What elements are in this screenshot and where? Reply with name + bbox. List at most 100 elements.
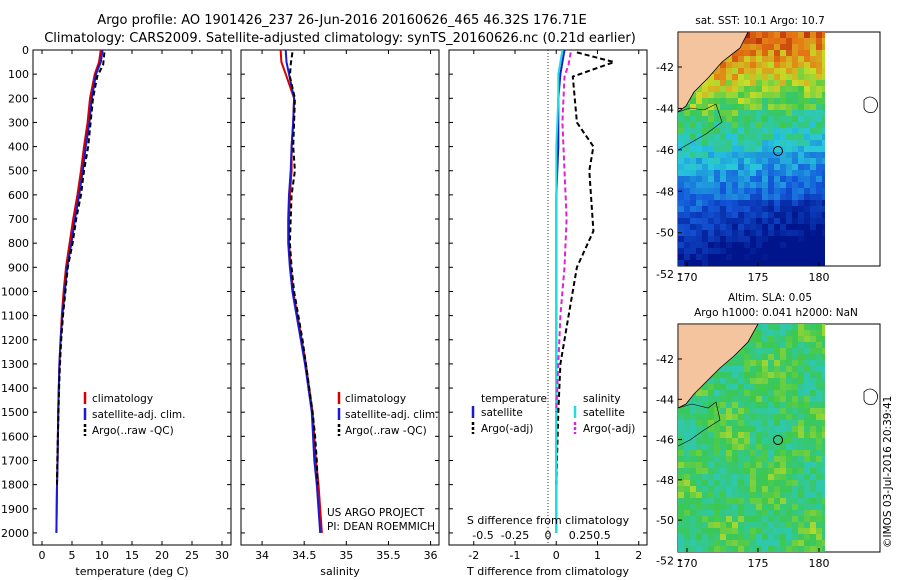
sst-cell [780, 146, 786, 152]
sst-cell [720, 164, 726, 170]
sst-cell [684, 164, 690, 170]
sst-cell [774, 128, 780, 134]
sla-cell [732, 498, 738, 504]
sst-cell [684, 170, 690, 176]
sla-cell [780, 384, 786, 390]
sst-cell [786, 206, 792, 212]
sst-cell [714, 254, 720, 260]
sla-cell [816, 414, 822, 420]
sla-cell [786, 534, 792, 540]
sla-cell [732, 528, 738, 534]
sla-cell [810, 324, 816, 330]
sla-cell [792, 510, 798, 516]
sla-cell [750, 378, 756, 384]
sla-cell [786, 468, 792, 474]
sst-cell [792, 62, 798, 68]
sla-cell [774, 366, 780, 372]
sst-cell [798, 128, 804, 134]
sst-cell [792, 218, 798, 224]
sst-cell [678, 194, 684, 200]
sla-cell [732, 414, 738, 420]
sst-cell [762, 248, 768, 254]
sla-cell [750, 462, 756, 468]
sst-cell [804, 254, 810, 260]
sst-cell [756, 98, 762, 104]
s-difference-xlabel: S difference from climatology [467, 514, 630, 527]
sla-cell [822, 324, 825, 330]
sst-cell [798, 116, 804, 122]
sst-cell [696, 86, 702, 92]
sst-cell [690, 128, 696, 134]
sst-cell [714, 236, 720, 242]
sst-cell [774, 206, 780, 212]
sst-cell [696, 260, 702, 266]
temperature-axes-frame [32, 49, 232, 546]
sla-cell [762, 474, 768, 480]
sla-cell [720, 378, 726, 384]
sst-cell [714, 68, 720, 74]
sst-cell [780, 38, 786, 44]
sst-cell [762, 200, 768, 206]
sst-cell [816, 164, 822, 170]
sst-cell [792, 110, 798, 116]
sst-cell [732, 182, 738, 188]
sst-cell [786, 146, 792, 152]
sla-cell [822, 342, 825, 348]
sla-cell [804, 372, 810, 378]
sla-cell [786, 486, 792, 492]
sst-cell [684, 158, 690, 164]
sst-cell [702, 98, 708, 104]
sst-cell [744, 236, 750, 242]
sla-cell [780, 378, 786, 384]
sla-cell [678, 462, 684, 468]
map-x-tick-label: 170 [677, 271, 698, 284]
sst-cell [798, 98, 804, 104]
sla-cell [750, 474, 756, 480]
sst-cell [762, 260, 768, 266]
sla-cell [708, 414, 714, 420]
sst-cell [756, 86, 762, 92]
sst-cell [756, 68, 762, 74]
sla-cell [696, 468, 702, 474]
sla-cell [702, 522, 708, 528]
salinity-xlabel: salinity [320, 565, 360, 578]
sst-cell [714, 152, 720, 158]
sla-cell [678, 426, 684, 432]
sla-cell [702, 510, 708, 516]
sst-cell [696, 236, 702, 242]
sst-cell [714, 212, 720, 218]
sst-cell [810, 56, 816, 62]
sst-cell [822, 170, 825, 176]
sst-cell [690, 152, 696, 158]
sst-cell [804, 236, 810, 242]
sla-cell [780, 474, 786, 480]
sst-cell [738, 260, 744, 266]
sla-cell [816, 516, 822, 522]
sla-cell [762, 438, 768, 444]
sla-cell [678, 534, 684, 540]
sst-cell [720, 92, 726, 98]
sst-cell [768, 62, 774, 68]
sla-cell [726, 378, 732, 384]
sst-cell [792, 98, 798, 104]
sst-cell [726, 116, 732, 122]
sla-cell [780, 402, 786, 408]
sla-cell [774, 546, 780, 552]
sla-cell [816, 366, 822, 372]
sst-cell [690, 176, 696, 182]
sst-cell [744, 44, 750, 50]
sst-cell [714, 74, 720, 80]
sst-cell [750, 224, 756, 230]
sst-cell [738, 218, 744, 224]
sla-cell [762, 396, 768, 402]
sst-cell [714, 242, 720, 248]
sst-cell [732, 128, 738, 134]
sst-cell [744, 260, 750, 266]
sst-cell [798, 74, 804, 80]
sla-cell [720, 450, 726, 456]
sst-cell [690, 122, 696, 128]
sst-cell [786, 128, 792, 134]
sla-cell [696, 498, 702, 504]
sst-cell [774, 74, 780, 80]
sst-cell [702, 224, 708, 230]
